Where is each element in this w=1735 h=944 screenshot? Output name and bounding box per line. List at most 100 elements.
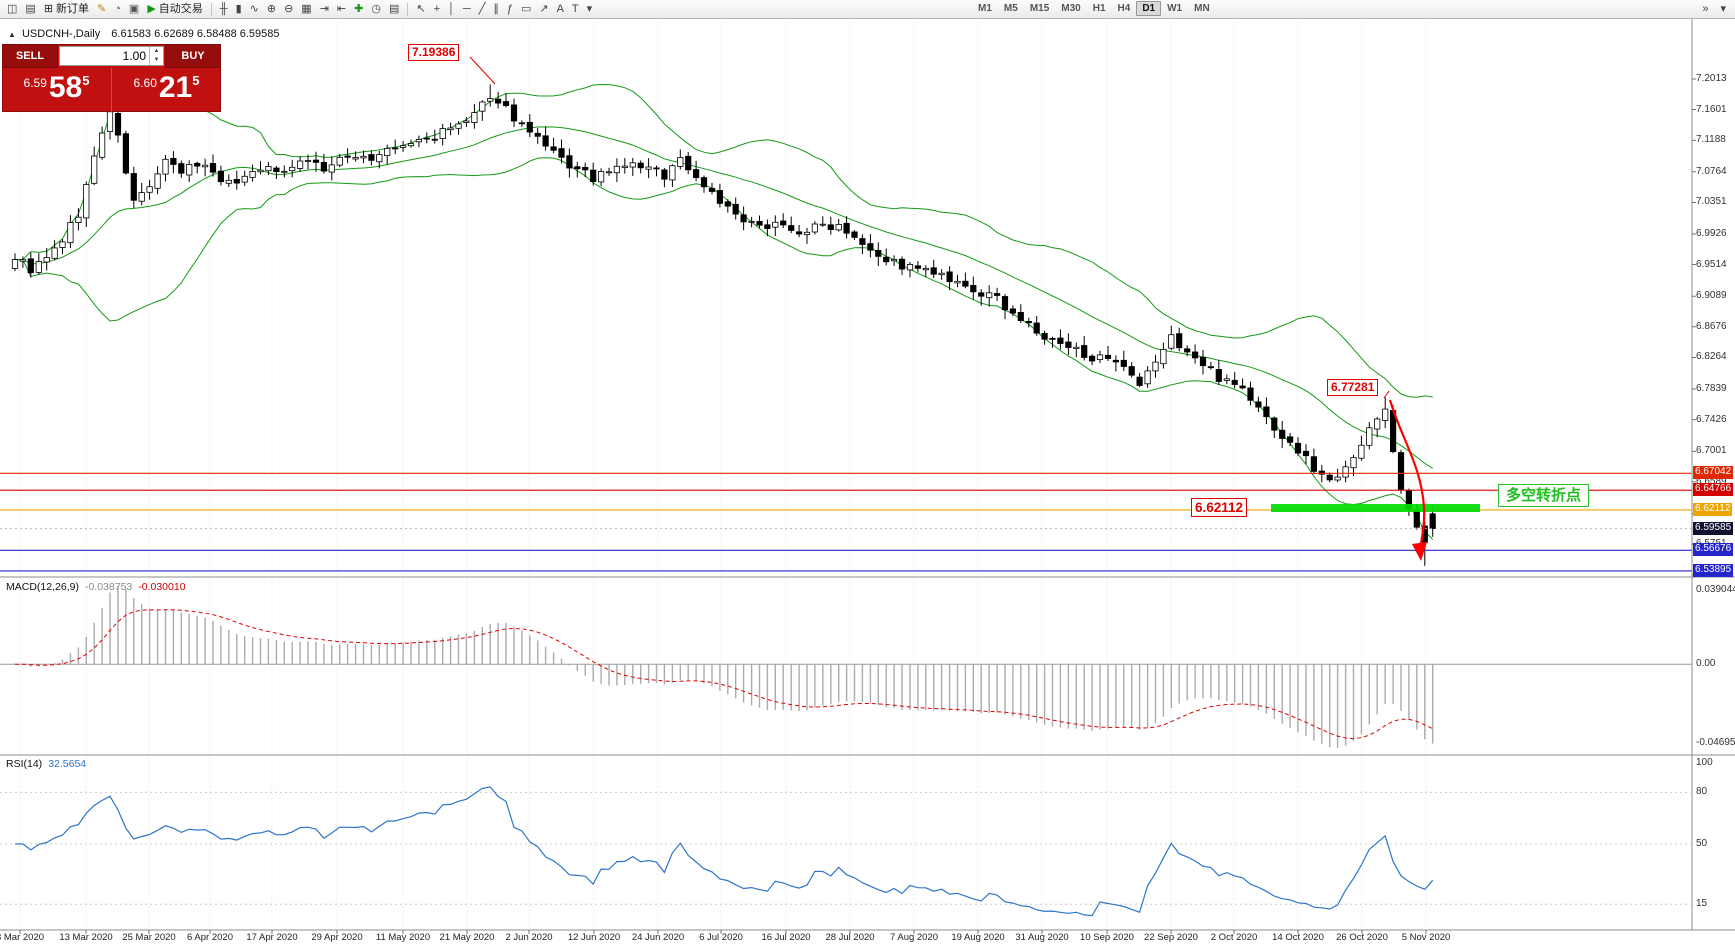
- indicators-icon[interactable]: ✚: [354, 3, 364, 15]
- sell-price-display[interactable]: 6.59 58 5: [2, 68, 111, 112]
- volume-input[interactable]: 1.00: [122, 49, 146, 63]
- buy-price-prefix: 6.60: [133, 76, 157, 90]
- buy-price-sup: 5: [192, 73, 200, 88]
- time-axis-label: 17 Apr 2020: [246, 932, 298, 943]
- time-axis-label: 24 Jun 2020: [631, 932, 685, 943]
- support-highlight-bar[interactable]: [1271, 504, 1480, 512]
- price-axis-label: 6.7839: [1696, 383, 1727, 394]
- price-axis-label: 6.9089: [1696, 290, 1727, 302]
- horizontal-line-icon[interactable]: ─: [462, 3, 471, 15]
- time-axis-label: 22 Sep 2020: [1144, 932, 1198, 943]
- price-axis-label: 7.1601: [1696, 103, 1727, 115]
- volume-down-icon[interactable]: ▼: [153, 57, 160, 63]
- price-marker-6.53895: 6.53895: [1693, 563, 1734, 577]
- one-click-trading-panel: SELL 1.00 ▲ ▼ BUY 6.59 58 5 6.60 21 5: [2, 44, 221, 112]
- time-axis-label: 7 Aug 2020: [889, 932, 939, 943]
- rsi-axis-label: 50: [1696, 838, 1708, 849]
- price-axis-label: 6.7001: [1696, 445, 1727, 457]
- time-axis-label: 12 Jun 2020: [567, 932, 621, 943]
- time-axis-label: 25 Mar 2020: [122, 932, 176, 943]
- ohlc-values: 6.61583 6.62689 6.58488 6.59585: [111, 28, 280, 40]
- timeframe-m15-button[interactable]: M15: [1029, 3, 1050, 14]
- turning-point-note[interactable]: 多空转折点: [1498, 484, 1590, 507]
- shapes-icon[interactable]: ▭: [520, 3, 532, 15]
- peak-price-annotation[interactable]: 7.19386: [408, 44, 460, 61]
- price-axis-label: 6.6589: [1696, 475, 1727, 487]
- timeframe-m1-button[interactable]: M1: [978, 3, 992, 14]
- zoom-in-icon[interactable]: ⊕: [266, 3, 277, 15]
- buy-button[interactable]: BUY: [165, 44, 221, 68]
- timeframe-h4-button[interactable]: H4: [1117, 3, 1131, 14]
- macd-title: MACD(12,26,9) -0.038753 -0.030010: [6, 581, 186, 593]
- time-axis-label: 29 Apr 2020: [311, 932, 363, 943]
- strategy-tester-icon[interactable]: ◔: [114, 3, 121, 15]
- zoom-out-icon[interactable]: ⊖: [284, 3, 294, 15]
- volume-spinner: ▲ ▼: [149, 47, 163, 65]
- buy-price-display[interactable]: 6.60 21 5: [111, 68, 221, 112]
- time-axis-label: 3 Mar 2020: [0, 932, 45, 943]
- toolbars-overflow-icon[interactable]: »: [1702, 3, 1709, 15]
- crosshair-icon[interactable]: +: [433, 3, 441, 15]
- metaeditor-icon[interactable]: ✎: [97, 3, 107, 15]
- macd-axis-zero: 0.00: [1696, 658, 1716, 670]
- timeframe-h1-button[interactable]: H1: [1092, 3, 1106, 14]
- time-axis-label: 2 Jun 2020: [505, 932, 553, 943]
- trendline-icon[interactable]: ╱: [478, 3, 486, 15]
- new-chart-icon[interactable]: ◫: [7, 3, 18, 15]
- toolbar-right-icons: » ▾: [1699, 1, 1729, 17]
- fibonacci-icon[interactable]: ƒ: [506, 3, 513, 15]
- timeframe-w1-button[interactable]: W1: [1167, 3, 1183, 14]
- tile-windows-icon[interactable]: ▦: [301, 3, 312, 15]
- price-marker-6.62112: 6.62112: [1693, 502, 1733, 516]
- terminal-icon[interactable]: ▣: [128, 3, 140, 15]
- timeframe-d1-button[interactable]: D1: [1136, 1, 1162, 16]
- cursor-icon[interactable]: ↖: [416, 3, 426, 15]
- profiles-icon[interactable]: ▤: [25, 3, 36, 15]
- time-axis-label: 13 Mar 2020: [59, 932, 113, 943]
- price-marker-6.67042: 6.67042: [1693, 466, 1734, 480]
- vertical-line-icon[interactable]: │: [448, 3, 455, 15]
- timeframe-m30-button[interactable]: M30: [1061, 3, 1081, 14]
- docking-icon[interactable]: ▾: [1720, 3, 1726, 15]
- line-chart-icon[interactable]: ∿: [249, 3, 259, 15]
- time-axis-label: 16 Jul 2020: [761, 932, 811, 943]
- candlestick-chart-icon[interactable]: ▮: [235, 3, 242, 15]
- price-axis-label: 6.9514: [1696, 258, 1727, 270]
- swing-high-annotation[interactable]: 6.77281: [1327, 379, 1379, 396]
- auto-scroll-icon[interactable]: ⇥: [319, 3, 329, 15]
- down-arrow[interactable]: [1388, 399, 1427, 561]
- rsi-line: [15, 786, 1434, 917]
- text-label-icon[interactable]: T: [571, 3, 579, 15]
- timeframe-m5-button[interactable]: M5: [1003, 3, 1018, 14]
- price-marker-6.56676: 6.56676: [1693, 543, 1734, 557]
- price-axis-label: 6.9926: [1696, 228, 1727, 239]
- buy-price-big: 21: [158, 71, 193, 104]
- arrows-icon[interactable]: ↗: [539, 3, 549, 15]
- price-axis-label: 6.8676: [1696, 320, 1727, 332]
- equidistant-channel-icon[interactable]: ∥: [493, 3, 499, 15]
- candles: [11, 84, 1436, 566]
- macd-main-value: -0.038753: [84, 581, 133, 593]
- sell-button[interactable]: SELL: [2, 44, 58, 68]
- macd-axis-min: -0.046959: [1696, 737, 1735, 748]
- toolbar-separator: [210, 2, 212, 16]
- chart-shift-icon[interactable]: ⇤: [336, 3, 347, 15]
- timeframe-mn-button[interactable]: MN: [1194, 3, 1210, 14]
- new-order-button[interactable]: ⊞ 新订单: [43, 3, 90, 15]
- templates-icon[interactable]: ▤: [388, 3, 400, 15]
- volume-up-icon[interactable]: ▲: [153, 48, 160, 54]
- autotrading-button[interactable]: ▶ 自动交易: [147, 3, 203, 15]
- time-axis-label: 5 Nov 2020: [1401, 932, 1451, 943]
- rsi-value: 32.5654: [48, 758, 87, 770]
- bar-chart-icon[interactable]: ╫: [219, 3, 228, 15]
- macd-histogram: [30, 586, 1434, 748]
- periods-icon[interactable]: ◷: [371, 3, 381, 15]
- text-icon[interactable]: A: [556, 3, 564, 15]
- price-marker-6.64766: 6.64766: [1693, 483, 1734, 497]
- objects-dropdown-icon[interactable]: ▾: [586, 3, 593, 15]
- support-price-annotation[interactable]: 6.62112: [1191, 498, 1248, 517]
- time-axis-label: 10 Sep 2020: [1080, 932, 1134, 943]
- sell-price-big: 58: [48, 71, 83, 104]
